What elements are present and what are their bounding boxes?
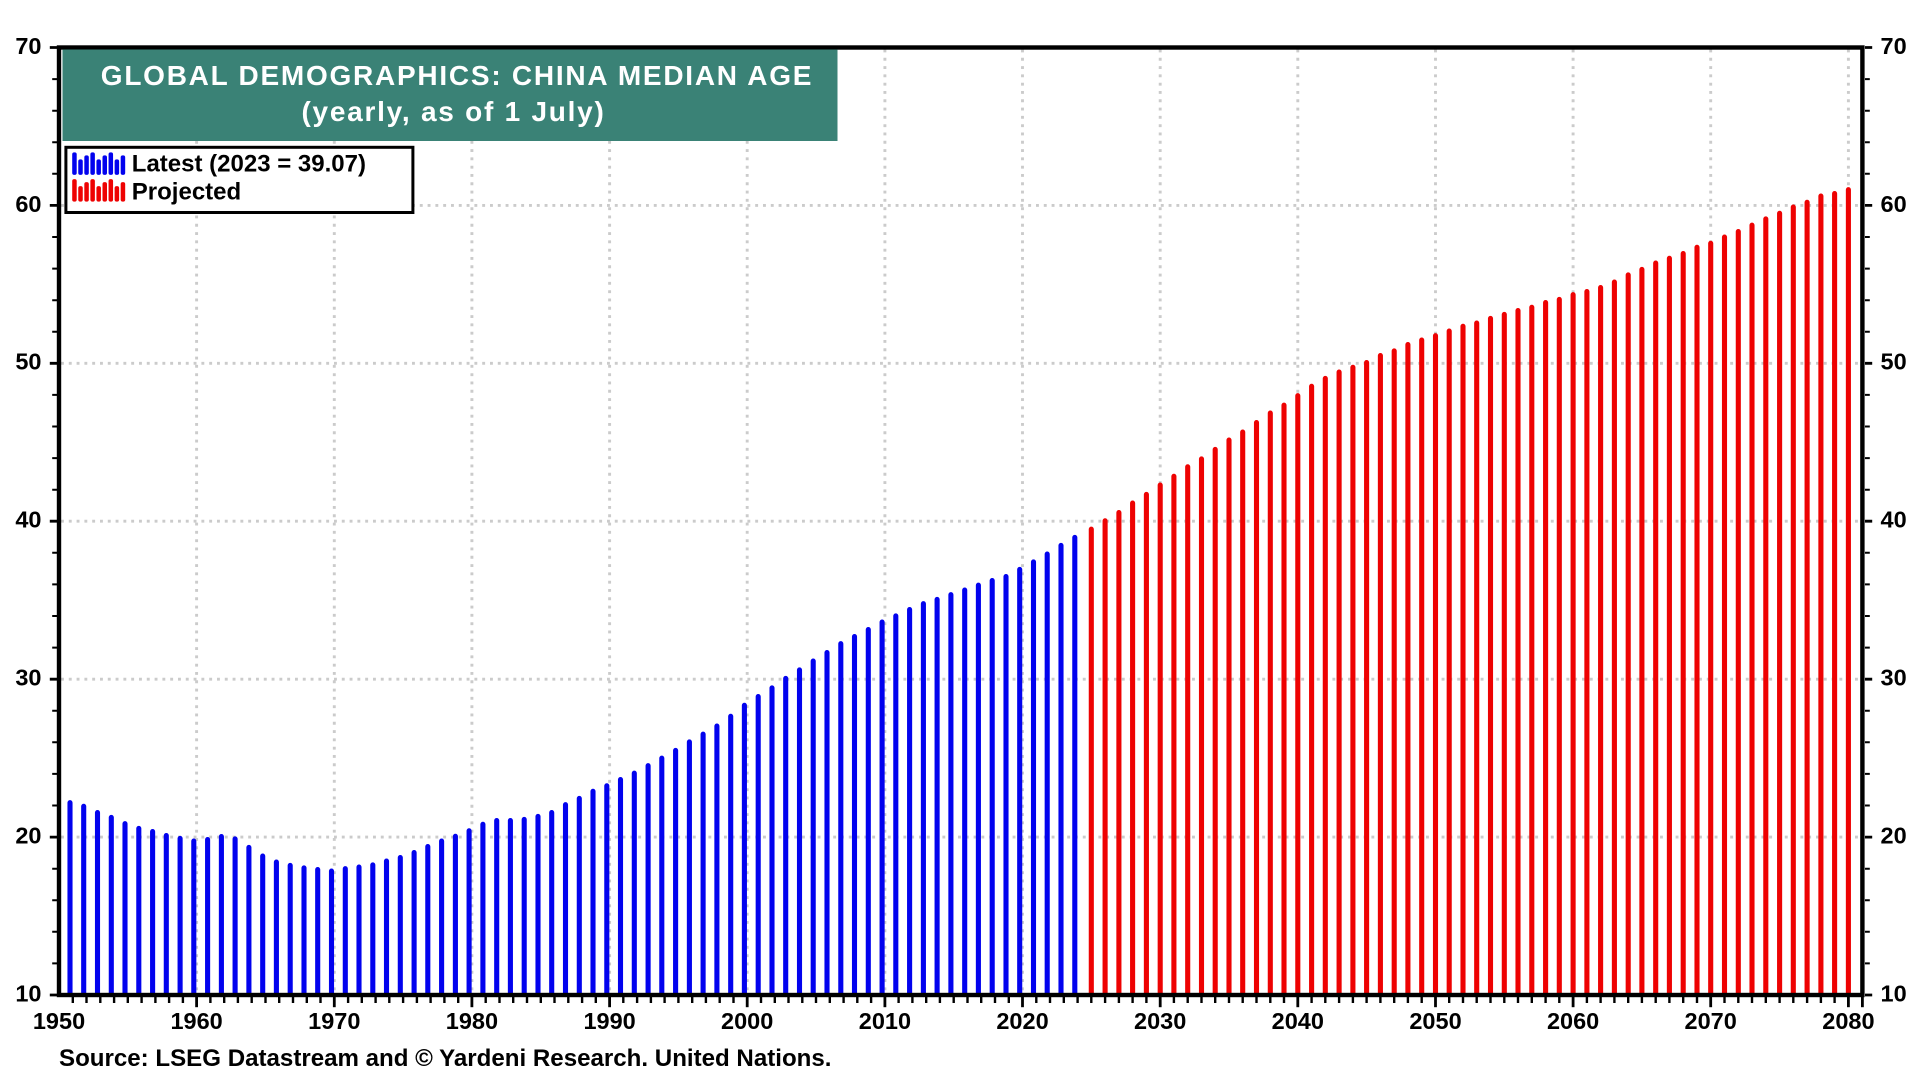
svg-text:40: 40: [15, 507, 41, 533]
svg-text:1990: 1990: [583, 1008, 635, 1034]
svg-text:2010: 2010: [859, 1008, 911, 1034]
svg-text:1960: 1960: [170, 1008, 222, 1034]
svg-text:Source: LSEG Datastream and ©: Source: LSEG Datastream and © Yardeni Re…: [59, 1045, 831, 1072]
svg-text:2070: 2070: [1685, 1008, 1737, 1034]
svg-text:30: 30: [15, 665, 41, 691]
svg-text:2050: 2050: [1409, 1008, 1461, 1034]
svg-text:2060: 2060: [1547, 1008, 1599, 1034]
svg-text:2030: 2030: [1134, 1008, 1186, 1034]
svg-text:1970: 1970: [308, 1008, 360, 1034]
svg-text:(yearly, as of 1 July): (yearly, as of 1 July): [301, 96, 605, 127]
svg-text:Latest (2023 = 39.07): Latest (2023 = 39.07): [132, 151, 366, 178]
svg-text:20: 20: [15, 823, 41, 849]
svg-text:40: 40: [1881, 507, 1907, 533]
svg-text:2040: 2040: [1272, 1008, 1324, 1034]
svg-text:1980: 1980: [446, 1008, 498, 1034]
svg-text:60: 60: [15, 191, 41, 217]
svg-text:30: 30: [1881, 665, 1907, 691]
svg-text:10: 10: [1881, 980, 1907, 1006]
svg-text:10: 10: [15, 980, 41, 1006]
svg-text:2020: 2020: [996, 1008, 1048, 1034]
svg-text:60: 60: [1881, 191, 1907, 217]
svg-text:50: 50: [1881, 349, 1907, 375]
svg-text:2080: 2080: [1822, 1008, 1874, 1034]
svg-text:Projected: Projected: [132, 179, 241, 206]
svg-text:70: 70: [1881, 33, 1907, 59]
svg-text:20: 20: [1881, 823, 1907, 849]
svg-text:1950: 1950: [33, 1008, 85, 1034]
svg-text:GLOBAL DEMOGRAPHICS: CHINA MED: GLOBAL DEMOGRAPHICS: CHINA MEDIAN AGE: [101, 60, 813, 91]
svg-text:50: 50: [15, 349, 41, 375]
svg-text:2000: 2000: [721, 1008, 773, 1034]
svg-text:70: 70: [15, 33, 41, 59]
